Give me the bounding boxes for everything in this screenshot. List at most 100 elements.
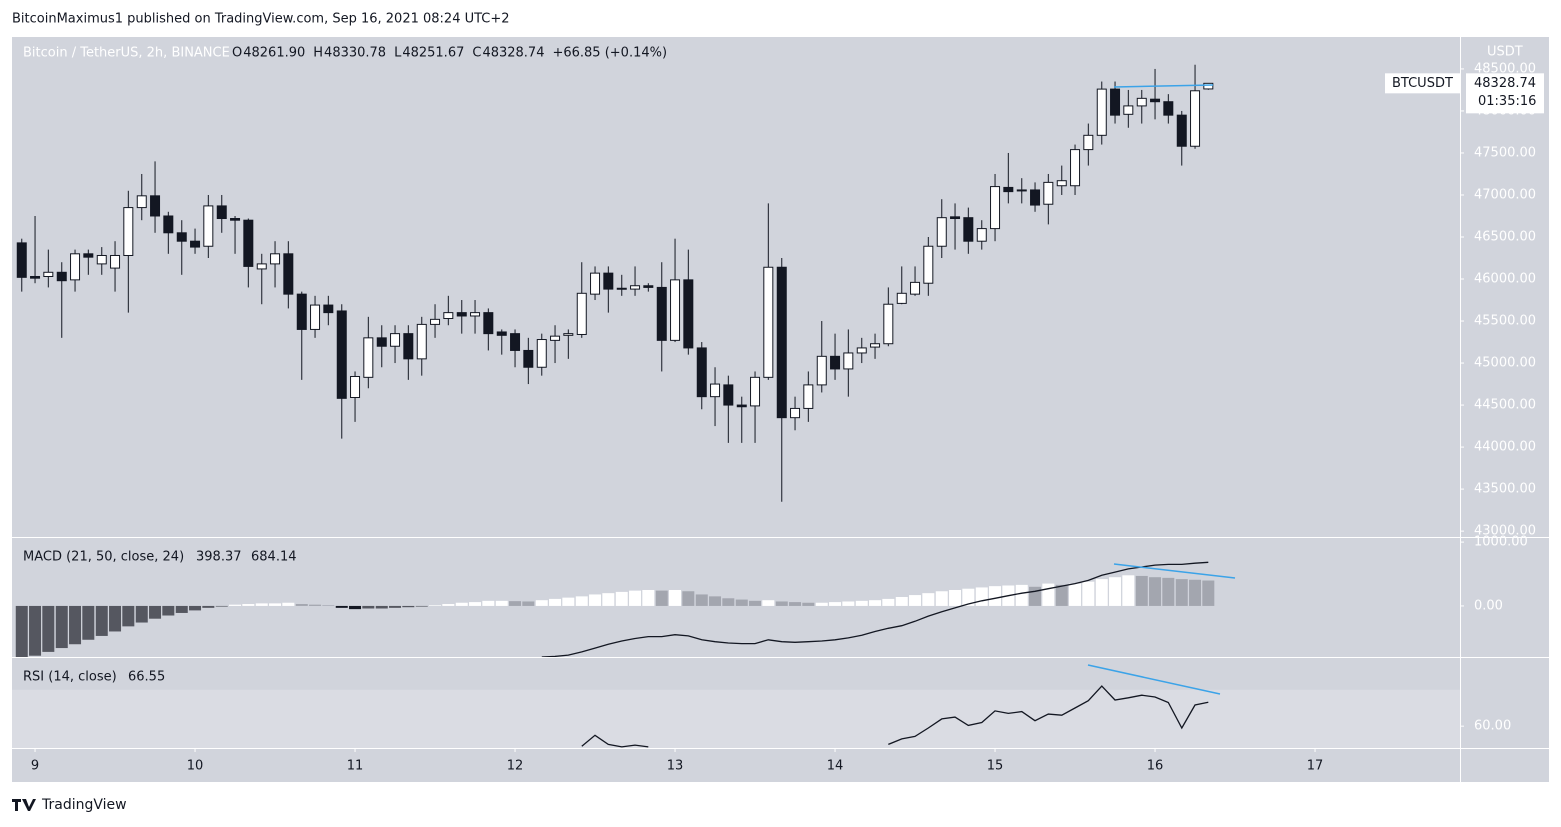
histogram-bar <box>455 602 468 606</box>
histogram-bar <box>402 605 415 608</box>
rsi-value: 66.55 <box>128 670 165 685</box>
histogram-bar <box>695 594 708 606</box>
candle-body <box>16 242 27 278</box>
histogram-bar <box>1095 579 1108 606</box>
candle-body <box>1003 186 1014 193</box>
y-tick-label: 0.00 <box>1474 598 1503 613</box>
histogram-bar <box>255 603 268 606</box>
candle-body <box>776 266 787 419</box>
histogram-bar <box>269 603 282 606</box>
histogram-bar <box>1175 579 1188 606</box>
candle-body <box>523 349 534 368</box>
candle-body <box>603 272 614 290</box>
candle-body <box>163 215 174 234</box>
histogram-bar <box>29 605 42 656</box>
candle-body <box>1030 189 1041 206</box>
candle-body <box>136 195 147 209</box>
histogram-bar <box>202 605 215 608</box>
histogram-bar <box>389 605 402 608</box>
macd-title: MACD (21, 50, close, 24) <box>23 550 184 565</box>
x-tick-label: 11 <box>347 759 364 774</box>
candle-body <box>563 333 574 336</box>
candle-body <box>470 312 481 317</box>
legend-value: 48251.67 <box>402 46 464 61</box>
logo-text: TradingView <box>41 797 127 813</box>
histogram-bar <box>1162 577 1175 606</box>
candle-body <box>1203 82 1214 90</box>
candle-body <box>923 245 934 284</box>
candle-body <box>1150 98 1161 103</box>
y-tick-label: 1000.00 <box>1474 535 1528 550</box>
histogram-bar <box>55 605 68 649</box>
histogram-bar <box>962 588 975 606</box>
histogram-bar <box>375 605 388 609</box>
legend-value: 48261.90 <box>243 46 305 61</box>
histogram-bar <box>762 600 775 606</box>
histogram-bar <box>1109 577 1122 606</box>
histogram-bar <box>362 605 375 609</box>
y-tick-label: 45500.00 <box>1474 314 1536 329</box>
byline: BitcoinMaximus1 published on TradingView… <box>12 12 510 27</box>
histogram-bar <box>15 605 28 657</box>
histogram-bar <box>135 605 148 623</box>
axis-unit: USDT <box>1487 45 1523 60</box>
histogram-bar <box>602 593 615 606</box>
candle-body <box>110 254 121 269</box>
histogram-bar <box>335 605 348 608</box>
candle-body <box>683 279 694 349</box>
candle-body <box>1163 101 1174 116</box>
histogram-bar <box>989 586 1002 606</box>
candle-body <box>710 383 721 398</box>
candle-body <box>1070 149 1081 187</box>
y-tick-label: 44500.00 <box>1474 398 1536 413</box>
legend-value: 48328.74 <box>482 46 544 61</box>
histogram-bar <box>562 597 575 606</box>
histogram-bar <box>309 604 322 606</box>
histogram-bar <box>589 594 602 606</box>
histogram-bar <box>1189 579 1202 606</box>
histogram-bar <box>349 605 362 610</box>
candle-body <box>150 195 161 217</box>
histogram-bar <box>282 602 295 606</box>
candle-body <box>1190 90 1201 147</box>
histogram-bar <box>949 589 962 606</box>
trend-line <box>1113 563 1236 579</box>
macd-value: 398.37 <box>196 550 242 565</box>
candle-body <box>123 207 134 256</box>
candle-body <box>270 253 281 265</box>
candle-body <box>883 303 894 345</box>
histogram-bar <box>295 604 308 606</box>
legend-key: H <box>313 46 323 61</box>
candle-body <box>1110 88 1121 116</box>
legend-value: 48330.78 <box>324 46 386 61</box>
candle-body <box>203 205 214 247</box>
symbol-label: BTCUSDT <box>1392 76 1453 91</box>
y-tick-label: 43500.00 <box>1474 482 1536 497</box>
candle-body <box>70 253 81 281</box>
candle-body <box>750 376 761 407</box>
histogram-bar <box>1015 584 1028 606</box>
histogram-bar <box>215 605 228 607</box>
histogram-bar <box>909 595 922 606</box>
candle-body <box>576 292 587 335</box>
histogram-bar <box>122 605 135 627</box>
candle-body <box>910 281 921 295</box>
histogram-bar <box>42 605 55 652</box>
candle-body <box>656 286 667 341</box>
histogram-bar <box>522 601 535 606</box>
candle-body <box>376 337 387 347</box>
candle-body <box>896 292 907 304</box>
histogram-bar <box>469 602 482 606</box>
histogram-bar <box>682 591 695 606</box>
histogram-bar <box>535 600 548 606</box>
x-tick-label: 17 <box>1307 759 1324 774</box>
histogram-bar <box>69 605 82 645</box>
candle-body <box>1176 114 1187 147</box>
histogram-bar <box>82 605 95 640</box>
candle-body <box>510 333 521 351</box>
histogram-bar <box>722 598 735 606</box>
histogram-bar <box>775 601 788 606</box>
histogram-bar <box>829 602 842 606</box>
y-tick-label: 47000.00 <box>1474 187 1536 202</box>
